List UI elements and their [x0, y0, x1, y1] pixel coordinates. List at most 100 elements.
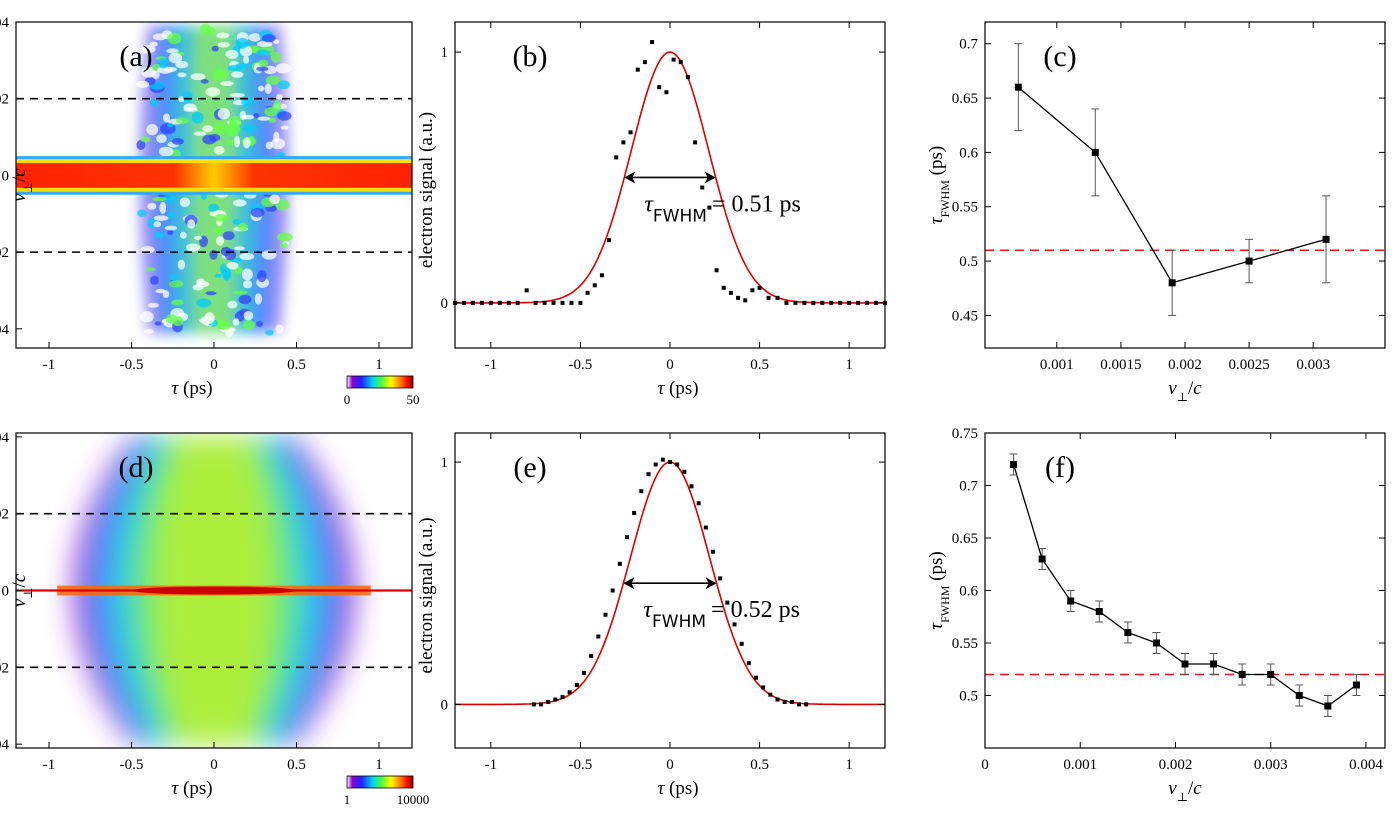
heatmap-cell [163, 194, 176, 203]
data-point [743, 298, 748, 303]
heatmap-cell [146, 123, 159, 136]
y-tick-label: 0.5 [959, 689, 978, 705]
y-tick-label: 0.75 [952, 426, 978, 442]
data-point [689, 484, 694, 489]
y-tick-label: 0.004 [0, 430, 10, 446]
axes: -1 -0.5 0 0.5 1 -0.004 -0.002 0 0.002 0.004 [0, 430, 413, 773]
heatmap-cell [153, 221, 162, 228]
heatmap-cell [276, 152, 286, 157]
y-tick-label: 0.6 [959, 145, 978, 161]
heatmap-cell [202, 125, 214, 133]
axes-frame [984, 21, 1386, 349]
heatmap-cell [152, 33, 167, 41]
heatmap-cell [216, 32, 230, 39]
x-tick-label: -0.5 [569, 757, 593, 773]
heatmap-cell [269, 194, 280, 205]
heatmap-cell [264, 107, 278, 117]
data-points [531, 457, 809, 707]
data-point [461, 300, 466, 305]
x-tick-label: 1 [845, 757, 853, 773]
heatmap-cell [185, 243, 201, 252]
data-point [1010, 461, 1018, 468]
y-tick-label: -0.004 [0, 322, 9, 338]
data-point [660, 457, 665, 462]
y-tick-label: 0 [441, 697, 449, 713]
y-tick-label: 0 [2, 584, 10, 600]
colorbar-min-label: 0 [344, 392, 351, 407]
heatmap-cell [226, 261, 239, 270]
data-point [761, 685, 766, 690]
heatmap-cell [194, 235, 202, 241]
heatmap-cell [270, 138, 286, 150]
heatmap-cell [214, 213, 229, 222]
axes: 0.001 0.0015 0.002 0.0025 0.003 0.45 0.5 0.55 0.… [952, 21, 1386, 373]
data-point [639, 489, 644, 494]
data-point [793, 300, 798, 305]
data-point [642, 60, 647, 65]
x-axis-label: τ (ps) [171, 378, 212, 399]
panel-label: (e) [513, 451, 546, 484]
data-point [569, 300, 574, 305]
heatmap-cell [206, 26, 216, 36]
heatmap-cell [229, 93, 246, 98]
heatmap-cell [208, 134, 221, 142]
panel-b: τFWHM = 0.51 ps -1 -0.5 0 0.5 1 0 1 (b) τ (ps) elec… [416, 21, 887, 399]
data-point [784, 300, 789, 305]
heatmap-cell [168, 211, 176, 219]
heatmap-cell [243, 55, 250, 64]
data-point [728, 290, 733, 295]
x-tick-label: 0.001 [1063, 757, 1097, 773]
x-tick-label: -0.5 [569, 357, 593, 373]
heatmap-cell [276, 94, 283, 100]
data-point [589, 653, 594, 658]
heatmap-cell [257, 85, 265, 92]
heatmap-cell [162, 113, 171, 123]
data-point [802, 300, 807, 305]
data-point [847, 300, 852, 305]
heatmap-cell [170, 274, 178, 281]
data-point [711, 549, 715, 554]
data-point [617, 561, 622, 566]
heatmap-cell [275, 63, 292, 74]
heatmap-cell [254, 293, 263, 305]
heatmap-cell [217, 108, 231, 120]
x-tick-label: 0 [210, 357, 218, 373]
heatmap-cell [145, 267, 156, 272]
data-point [718, 576, 723, 581]
heatmap-cell [212, 227, 225, 234]
data-point [632, 510, 637, 515]
heatmap-cell [233, 135, 241, 148]
data-point [782, 699, 787, 704]
heatmap-cell [268, 117, 277, 123]
y-tick-label: 0 [2, 168, 10, 184]
data-point [736, 295, 741, 300]
data-point [775, 295, 780, 300]
data-point [657, 85, 662, 90]
heatmap-cell [217, 41, 230, 48]
data-point [856, 300, 861, 305]
data-point [567, 690, 572, 695]
heatmap-cell [213, 122, 229, 134]
heatmap-cell [253, 113, 260, 118]
heatmap-cell [156, 134, 167, 144]
data-point [553, 697, 558, 702]
data-point [685, 75, 690, 80]
data-point [578, 300, 583, 305]
heatmap-area [16, 23, 412, 338]
colorbar-max-label: 50 [407, 392, 420, 407]
heatmap-cell [187, 219, 196, 229]
y-axis-label: electron signal (a.u.) [416, 517, 437, 673]
data-point [585, 290, 590, 295]
data-point [1091, 148, 1099, 156]
data-point [596, 634, 601, 639]
heatmap-cell [257, 270, 267, 283]
heatmap-cell [171, 299, 184, 306]
heatmap-cell [158, 146, 174, 157]
heatmap-cell [153, 215, 169, 222]
heatmap-cell [280, 125, 289, 130]
data-point [479, 300, 484, 305]
data-point [746, 661, 751, 666]
heatmap-cell [256, 40, 273, 48]
heatmap-cell [167, 229, 174, 235]
heatmap-cell [256, 66, 269, 72]
